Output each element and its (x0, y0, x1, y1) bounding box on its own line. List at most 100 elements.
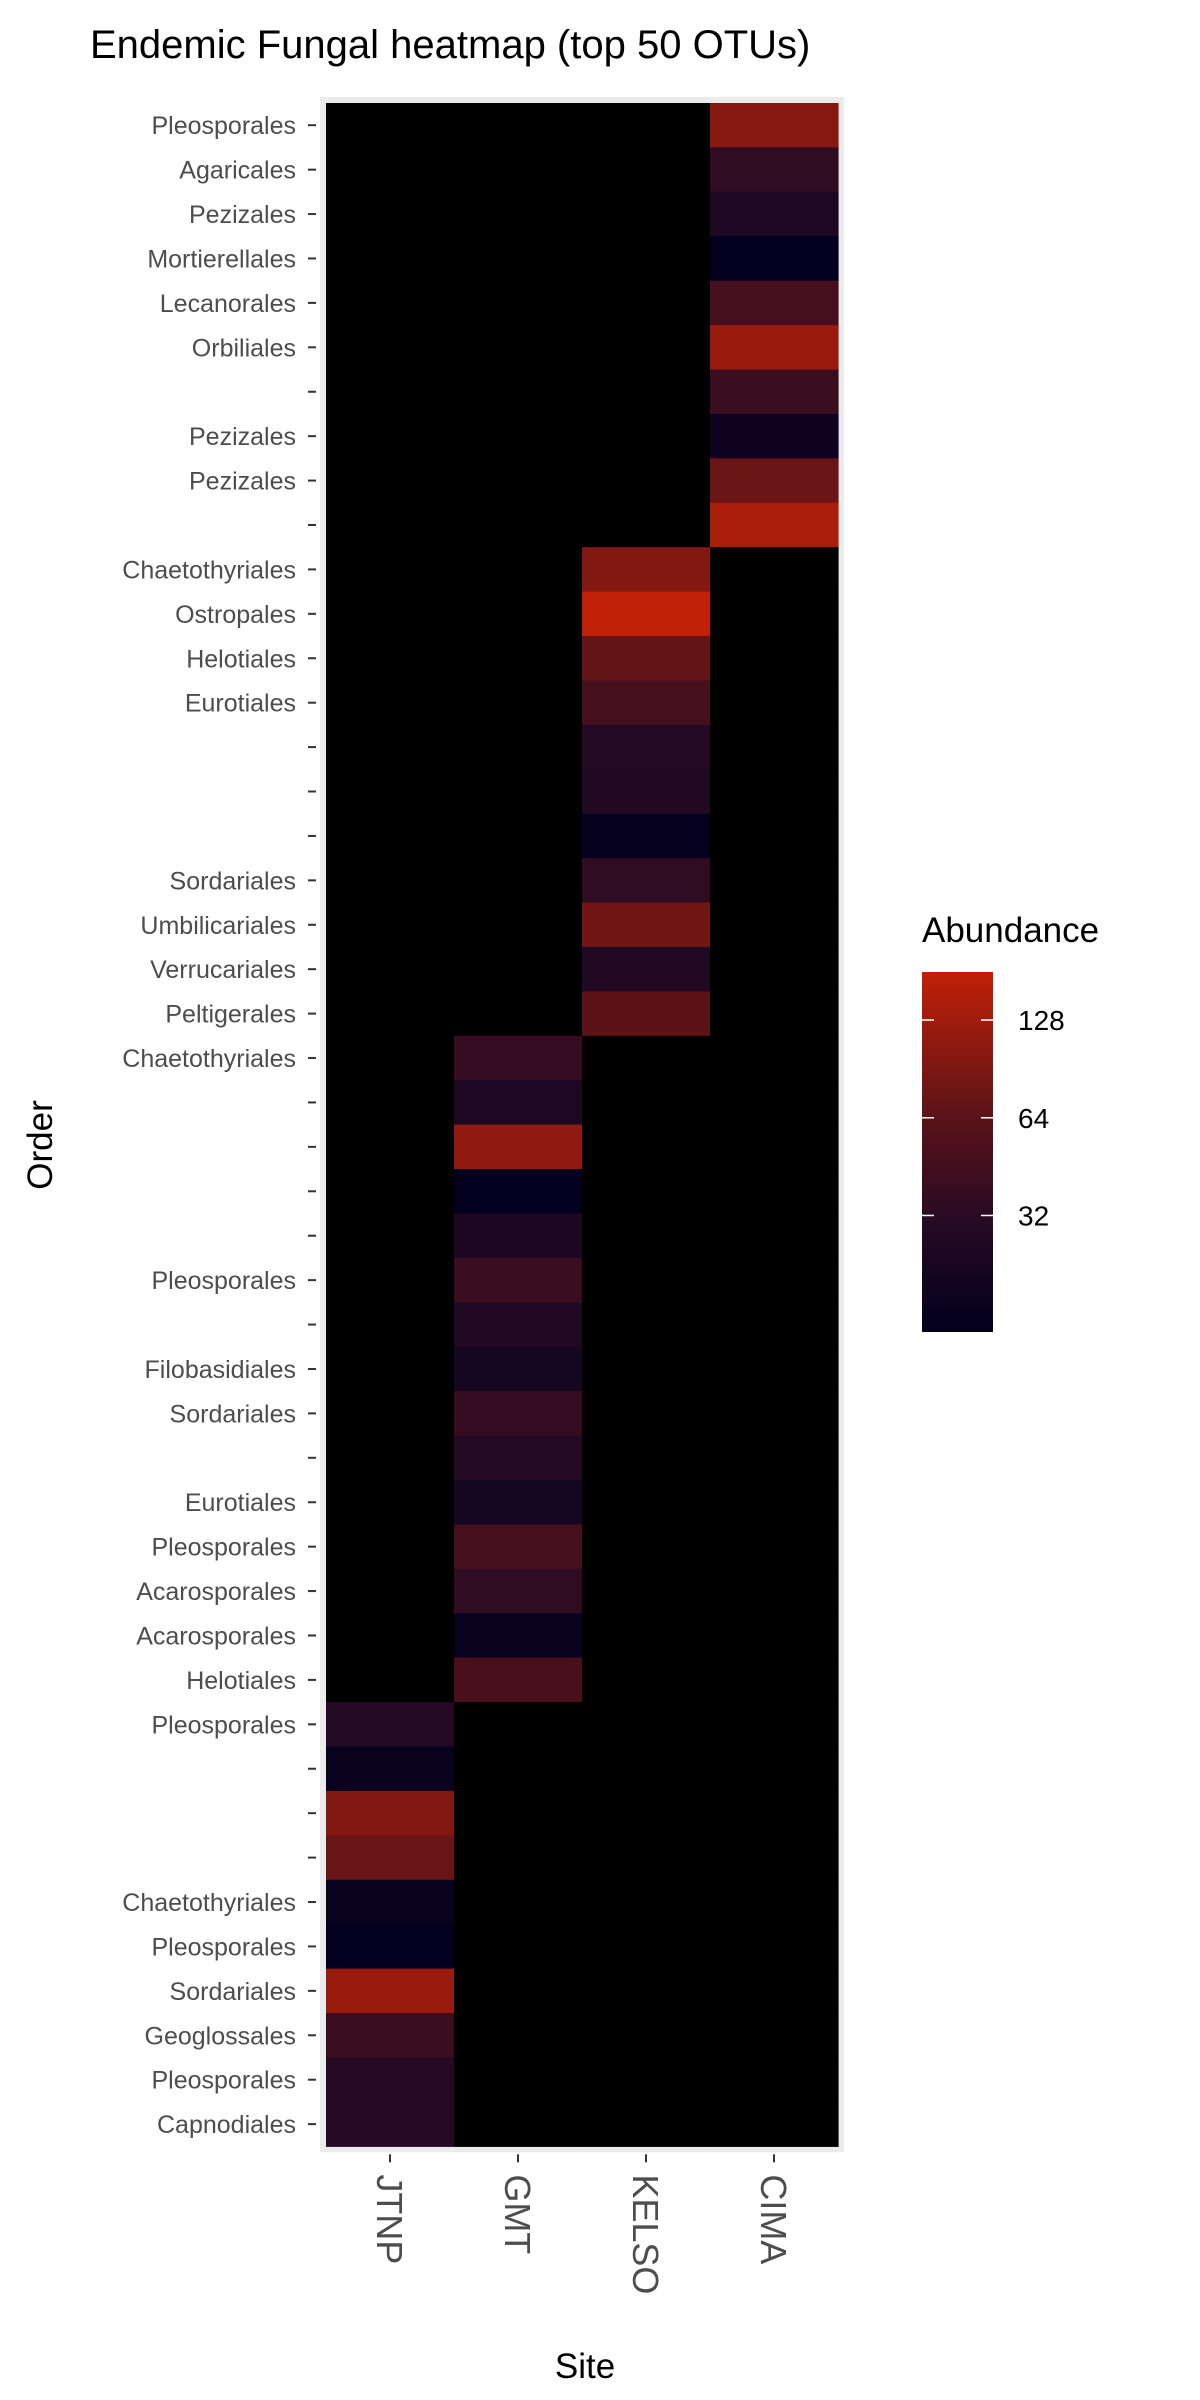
heatmap-cell (582, 369, 711, 415)
y-tick-label: Verrucariales (150, 956, 296, 984)
heatmap-cell (582, 1924, 711, 1970)
heatmap-cell (326, 2101, 455, 2147)
heatmap-cell (326, 2013, 455, 2059)
y-tick-label: Sordariales (170, 1978, 296, 2006)
heatmap-cell (454, 1879, 583, 1925)
heatmap-cell (454, 1302, 583, 1348)
x-tick-label: GMT (497, 2174, 538, 2254)
heatmap-cell (582, 1702, 711, 1748)
heatmap-cell (326, 1968, 455, 2014)
heatmap-cell (454, 2057, 583, 2103)
heatmap-cell (326, 1080, 455, 1126)
heatmap-cell (326, 1924, 455, 1970)
heatmap-cell (582, 1480, 711, 1526)
heatmap-cell (582, 1035, 711, 1081)
heatmap-cell (326, 991, 455, 1037)
heatmap-cell (710, 1790, 839, 1836)
heatmap-cell (582, 1391, 711, 1437)
heatmap-cell (454, 1524, 583, 1570)
heatmap-cell (454, 547, 583, 593)
heatmap-cell (326, 147, 455, 193)
heatmap-cell (710, 902, 839, 948)
heatmap-cell (710, 1169, 839, 1215)
heatmap-cell (710, 502, 839, 548)
y-tick-label: Sordariales (170, 1400, 296, 1428)
heatmap-cell (582, 413, 711, 459)
heatmap-cell (710, 1391, 839, 1437)
heatmap-cell (326, 858, 455, 904)
heatmap-cell (454, 1346, 583, 1392)
heatmap-cell (326, 1568, 455, 1614)
heatmap-cell (326, 458, 455, 504)
y-tick-label: Helotiales (186, 1667, 296, 1695)
heatmap-cell (582, 502, 711, 548)
y-tick-label: Eurotiales (185, 690, 296, 718)
heatmap-cell (454, 636, 583, 682)
x-tick-label: CIMA (753, 2174, 794, 2264)
heatmap-cell (710, 1613, 839, 1659)
y-tick-label: Acarosporales (136, 1622, 296, 1650)
heatmap-cell (326, 236, 455, 282)
heatmap-cell (582, 1968, 711, 2014)
heatmap-cell (710, 1435, 839, 1481)
color-legend: Abundance 32 64 128 (922, 911, 1099, 1332)
heatmap-cell (710, 1124, 839, 1170)
heatmap-cell (710, 769, 839, 815)
heatmap-cell (710, 103, 839, 149)
heatmap-cell (454, 2101, 583, 2147)
heatmap-cell (582, 1257, 711, 1303)
y-tick-label: Filobasidiales (145, 1356, 296, 1384)
heatmap-cell (326, 724, 455, 770)
heatmap-cell (454, 1435, 583, 1481)
heatmap-cell (582, 991, 711, 1037)
heatmap-cell (454, 103, 583, 149)
heatmap-cell (710, 1746, 839, 1792)
heatmap-cell (454, 1035, 583, 1081)
heatmap-cell (710, 724, 839, 770)
heatmap-cell (710, 325, 839, 371)
heatmap-cell (454, 1257, 583, 1303)
heatmap-cell (326, 769, 455, 815)
heatmap-cell (454, 1702, 583, 1748)
heatmap-cell (326, 1746, 455, 1792)
heatmap-cell (326, 1435, 455, 1481)
heatmap-cell (710, 813, 839, 859)
heatmap-cell (710, 1968, 839, 2014)
heatmap-cell (326, 1035, 455, 1081)
heatmap-cell (582, 1124, 711, 1170)
heatmap-cell (326, 813, 455, 859)
heatmap-cell (454, 191, 583, 237)
legend-title: Abundance (922, 911, 1099, 950)
heatmap-cell (710, 1524, 839, 1570)
heatmap-cell (582, 724, 711, 770)
heatmap-cell (582, 680, 711, 726)
heatmap-cell (454, 1568, 583, 1614)
heatmap-cell (326, 502, 455, 548)
heatmap-cell (710, 991, 839, 1037)
heatmap-cell (454, 1835, 583, 1881)
heatmap-cell (582, 1524, 711, 1570)
heatmap-cell (454, 902, 583, 948)
heatmap-cell (326, 1257, 455, 1303)
legend-tick-label: 32 (1018, 1200, 1049, 1231)
y-axis-title: Order (21, 1100, 60, 1190)
heatmap-cell (326, 946, 455, 992)
heatmap-cell (710, 147, 839, 193)
heatmap-cell (582, 280, 711, 326)
heatmap-cell (326, 1790, 455, 1836)
legend-ticks: 32 64 128 (922, 1005, 1065, 1231)
y-tick-label: Helotiales (186, 645, 296, 673)
heatmap-cell (454, 1657, 583, 1703)
y-tick-label: Pezizales (189, 201, 296, 229)
heatmap-cell (454, 458, 583, 504)
chart-title: Endemic Fungal heatmap (top 50 OTUs) (90, 23, 810, 67)
heatmap-cell (582, 1346, 711, 1392)
heatmap-cell (326, 591, 455, 637)
heatmap-cell (582, 1568, 711, 1614)
heatmap-cell (326, 1524, 455, 1570)
heatmap-cell (454, 1213, 583, 1259)
heatmap-cell (326, 280, 455, 326)
y-tick-label: Chaetothyriales (122, 1889, 296, 1917)
heatmap-cell (582, 769, 711, 815)
